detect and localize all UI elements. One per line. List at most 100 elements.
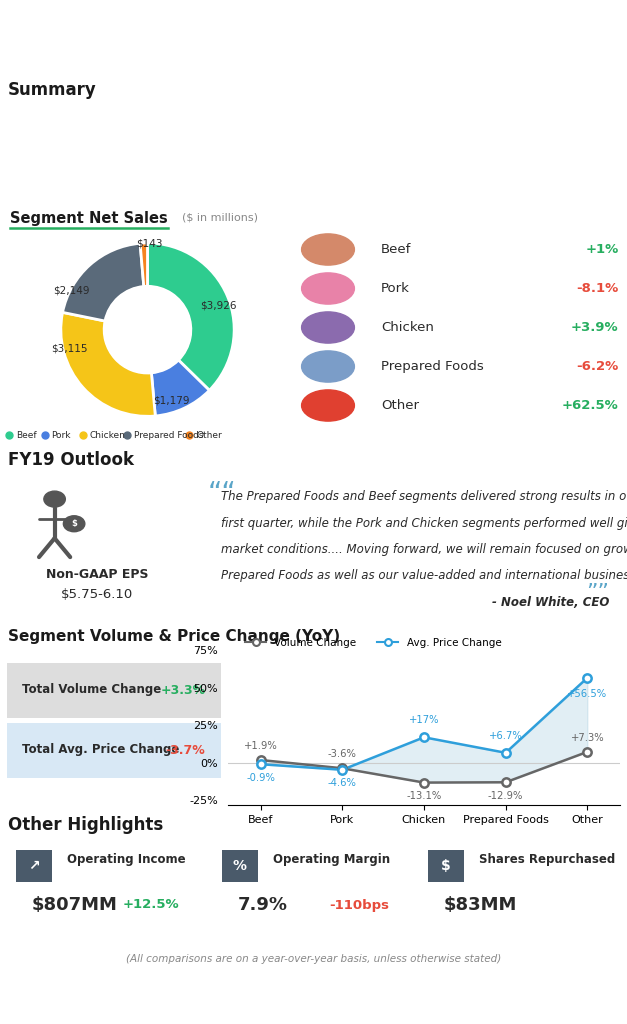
Text: The Prepared Foods and Beef segments delivered strong results in our fiscal: The Prepared Foods and Beef segments del… (221, 490, 627, 504)
Text: Pork: Pork (381, 282, 409, 295)
Text: Prepared Foods: Prepared Foods (134, 430, 204, 439)
Wedge shape (151, 360, 209, 416)
Text: Segment Volume & Price Change (YoY): Segment Volume & Price Change (YoY) (8, 630, 340, 644)
Wedge shape (140, 243, 147, 287)
Text: Total Avg. Price Change: Total Avg. Price Change (23, 743, 180, 757)
Text: Total Volume Change: Total Volume Change (23, 683, 162, 696)
Text: $83MM: $83MM (444, 896, 517, 914)
Text: Prepared Foods as well as our value-added and international businesses.: Prepared Foods as well as our value-adde… (221, 568, 627, 582)
Text: GAAP EPS: GAAP EPS (359, 106, 424, 119)
Text: Other: Other (196, 430, 222, 439)
Circle shape (104, 287, 191, 373)
Text: Net Income: Net Income (198, 106, 273, 119)
Text: +12.5%: +12.5% (123, 898, 179, 911)
Text: Q1: Q1 (19, 12, 61, 40)
Text: +1%: +1% (585, 243, 618, 256)
Text: Other Highlights: Other Highlights (8, 816, 163, 834)
Text: -110bps: -110bps (329, 898, 389, 911)
Text: +6.7%: +6.7% (489, 731, 522, 741)
Text: $551MM: $551MM (179, 138, 292, 163)
Text: +3.9%: +3.9% (571, 321, 618, 334)
Text: ””: ”” (586, 584, 609, 603)
Text: Beef: Beef (16, 430, 37, 439)
Text: +56.5%: +56.5% (567, 689, 608, 699)
Text: Tyson Foods, Inc.: Tyson Foods, Inc. (90, 14, 319, 38)
Text: 2019: 2019 (13, 46, 67, 66)
Text: -0.3%: -0.3% (61, 182, 98, 196)
Text: (attributable to Tyson): (attributable to Tyson) (341, 121, 442, 130)
Text: Non-GAAP EPS: Non-GAAP EPS (499, 106, 596, 119)
Text: Ⓐ: Ⓐ (519, 29, 530, 47)
Text: Other: Other (381, 399, 419, 412)
Text: Shares Repurchased: Shares Repurchased (480, 853, 616, 866)
Circle shape (302, 390, 354, 421)
Text: $: $ (71, 519, 77, 528)
Text: $2,149: $2,149 (53, 286, 90, 296)
Text: market conditions.... Moving forward, we will remain focused on growing: market conditions.... Moving forward, we… (221, 543, 627, 556)
Text: $807MM: $807MM (32, 896, 118, 914)
Text: Summary: Summary (8, 81, 97, 99)
FancyBboxPatch shape (16, 850, 51, 882)
Wedge shape (63, 244, 144, 321)
Text: Net Sales: Net Sales (48, 106, 111, 119)
Text: -3.7%: -3.7% (166, 743, 206, 757)
Text: $5.75-6.10: $5.75-6.10 (61, 589, 134, 601)
FancyBboxPatch shape (428, 850, 463, 882)
Text: Chicken: Chicken (381, 321, 434, 334)
Text: -65.9%: -65.9% (369, 182, 414, 196)
Text: Non-GAAP EPS: Non-GAAP EPS (46, 568, 149, 581)
FancyBboxPatch shape (222, 850, 258, 882)
Circle shape (302, 312, 354, 343)
Text: -13.1%: -13.1% (406, 792, 441, 801)
Text: $143: $143 (136, 238, 162, 248)
Text: FY19 Outlook: FY19 Outlook (8, 451, 134, 469)
Text: (attributable to Tyson): (attributable to Tyson) (185, 121, 286, 130)
Circle shape (63, 516, 85, 531)
Text: NYSE / TSN  |  Feb. 07, 2019: NYSE / TSN | Feb. 07, 2019 (90, 49, 255, 62)
Text: Pork: Pork (51, 430, 71, 439)
Text: $1.58: $1.58 (510, 138, 585, 163)
Text: Segment Net Sales: Segment Net Sales (10, 211, 168, 225)
Circle shape (302, 351, 354, 382)
Text: ($ in millions): ($ in millions) (175, 213, 258, 223)
Text: $10.2Bil: $10.2Bil (25, 138, 134, 163)
Wedge shape (61, 312, 155, 417)
Text: +3.3%: +3.3% (161, 683, 206, 696)
Text: -12.7%: -12.7% (525, 182, 569, 196)
Text: -6.2%: -6.2% (576, 360, 618, 373)
Text: %: % (233, 859, 247, 873)
Text: AlphaStreet: AlphaStreet (524, 31, 617, 45)
Text: Operating Margin: Operating Margin (273, 853, 391, 866)
Text: $3,115: $3,115 (51, 344, 88, 353)
Text: Prepared Foods: Prepared Foods (381, 360, 483, 373)
Text: -3.6%: -3.6% (328, 750, 357, 759)
Circle shape (44, 492, 65, 507)
Text: Beef: Beef (381, 243, 411, 256)
FancyBboxPatch shape (7, 663, 221, 718)
FancyBboxPatch shape (7, 723, 221, 777)
Text: Operating Income: Operating Income (67, 853, 186, 866)
Text: -66.2%: -66.2% (213, 182, 258, 196)
Text: $3,926: $3,926 (200, 300, 237, 310)
Text: Chicken: Chicken (90, 430, 126, 439)
Text: -0.9%: -0.9% (246, 773, 275, 783)
Text: - Noel White, CEO: - Noel White, CEO (492, 596, 609, 609)
Text: ↗: ↗ (28, 859, 40, 873)
Text: +1.9%: +1.9% (244, 741, 278, 751)
Text: +62.5%: +62.5% (562, 399, 618, 412)
Circle shape (302, 233, 354, 265)
Text: -8.1%: -8.1% (576, 282, 618, 295)
Text: (All comparisons are on a year-over-year basis, unless otherwise stated): (All comparisons are on a year-over-year… (126, 954, 501, 964)
Circle shape (302, 273, 354, 304)
Text: 7.9%: 7.9% (238, 896, 288, 914)
Text: ““: ““ (208, 480, 236, 508)
Text: +17%: +17% (409, 716, 440, 725)
Text: -4.6%: -4.6% (328, 778, 357, 788)
Text: $1.50: $1.50 (354, 138, 429, 163)
Text: -12.9%: -12.9% (488, 791, 524, 801)
Wedge shape (147, 243, 234, 390)
Legend: Volume Change, Avg. Price Change: Volume Change, Avg. Price Change (241, 634, 505, 652)
Text: $: $ (441, 859, 451, 873)
Text: $1,179: $1,179 (154, 395, 190, 406)
Text: +7.3%: +7.3% (571, 733, 604, 742)
